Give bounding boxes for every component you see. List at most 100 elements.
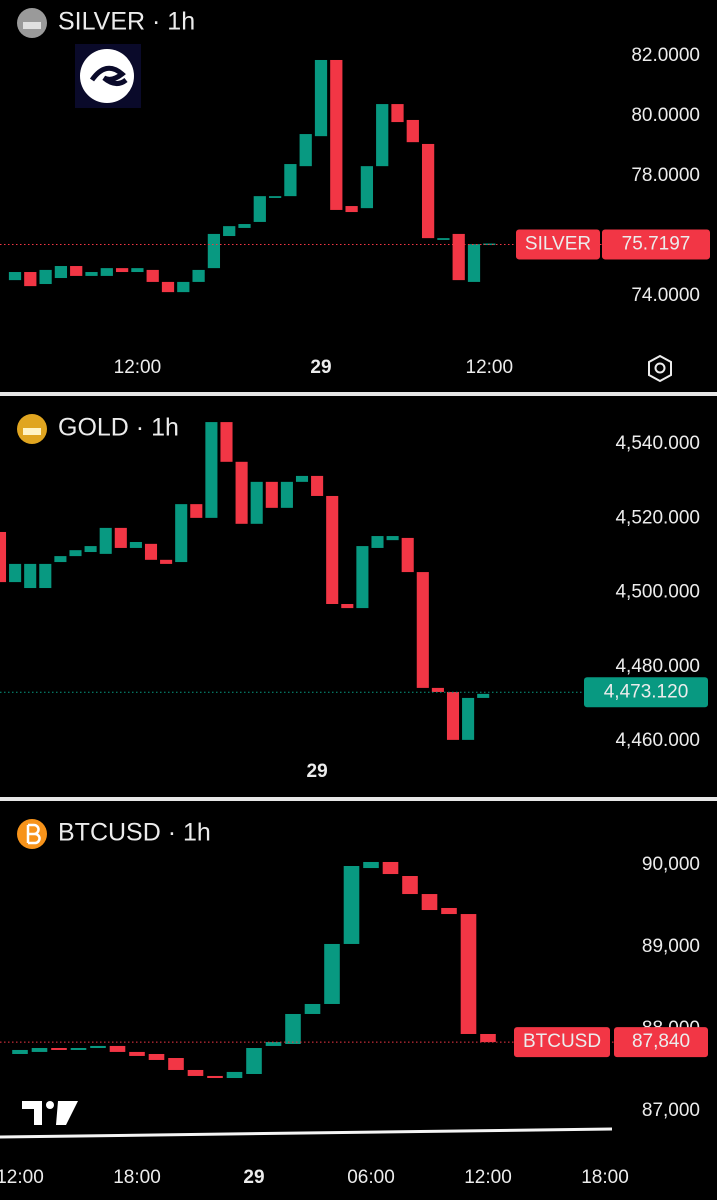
candle (99, 527, 112, 554)
tradingview-logo-dot (46, 1101, 54, 1109)
candle (311, 475, 324, 496)
candle (304, 1003, 321, 1014)
candle (175, 504, 188, 563)
y-tick-label: 80.0000 (631, 105, 700, 126)
x-tick-label: 12:00 (464, 1167, 512, 1188)
x-tick-label: 29 (307, 761, 328, 782)
candle (431, 687, 444, 692)
candle (437, 238, 450, 240)
candle (441, 907, 457, 915)
candle (345, 206, 358, 213)
x-tick-label: 29 (310, 357, 331, 378)
candle (39, 269, 52, 285)
chart-title: BTCUSD · 1h (58, 819, 211, 847)
candle (90, 1045, 106, 1049)
candle (207, 233, 221, 269)
candle (324, 943, 340, 1004)
candle (341, 604, 354, 609)
price-label: 87,840 (632, 1031, 690, 1052)
candle (69, 550, 82, 557)
y-tick-label: 4,480.000 (615, 656, 700, 677)
candle (223, 226, 236, 237)
candle (382, 861, 399, 875)
tradingview-logo-slash (56, 1101, 78, 1125)
candle (235, 461, 248, 524)
y-tick-label: 4,460.000 (615, 730, 700, 751)
price-label-box (614, 1027, 708, 1058)
settings-icon[interactable] (648, 354, 672, 383)
candle (391, 104, 404, 123)
candle (8, 272, 22, 281)
x-tick-label: 18:00 (113, 1167, 161, 1188)
candle (462, 697, 475, 740)
candle (51, 1048, 67, 1050)
price-label: 75.7197 (622, 233, 691, 254)
chart-title: GOLD · 1h (58, 414, 179, 442)
y-tick-label: 90,000 (642, 854, 700, 875)
candle (246, 1048, 262, 1074)
silver-icon-bars (23, 22, 41, 29)
x-tick-label: 29 (243, 1167, 264, 1188)
candle (265, 1042, 282, 1046)
y-tick-label: 4,500.000 (615, 582, 700, 603)
candle (0, 531, 7, 583)
y-tick-label: 4,540.000 (615, 433, 700, 454)
candle (54, 556, 67, 563)
candle (265, 481, 278, 508)
candle (109, 1045, 126, 1052)
candle (376, 104, 389, 167)
candle (70, 1048, 87, 1050)
candle (148, 1053, 165, 1060)
candle (295, 475, 309, 482)
candle (360, 166, 374, 209)
tradingview-logo (22, 1101, 42, 1125)
candle (480, 1033, 496, 1043)
candle (250, 481, 263, 524)
price-tag-box (516, 229, 600, 260)
candle (168, 1058, 184, 1070)
candle (460, 914, 477, 1034)
candle (421, 143, 435, 239)
candle (12, 1049, 28, 1054)
candle (177, 281, 190, 293)
candle (280, 481, 293, 508)
candle (100, 268, 113, 276)
candle (31, 1048, 48, 1052)
panel-separator (0, 797, 717, 801)
candle (161, 281, 175, 293)
y-tick-label: 4,520.000 (615, 507, 700, 528)
settings-icon-center[interactable] (654, 362, 666, 374)
candle (330, 59, 343, 210)
avatar-circle (80, 49, 134, 103)
candle (326, 495, 339, 605)
y-tick-label: 74.0000 (631, 285, 700, 306)
chart-title: SILVER · 1h (58, 8, 195, 36)
candle (115, 268, 129, 273)
y-tick-label: 78.0000 (631, 165, 700, 186)
candle (371, 536, 384, 548)
candle (190, 504, 203, 518)
candle (386, 536, 399, 541)
x-tick-label: 12:00 (466, 357, 514, 378)
gold-icon-bars (23, 428, 41, 435)
candle (24, 272, 37, 287)
candle (192, 269, 205, 282)
candle (144, 543, 158, 560)
candle (187, 1069, 204, 1076)
price-label-box (584, 677, 708, 708)
candle (205, 422, 218, 518)
candle (160, 559, 173, 564)
candle (54, 266, 68, 279)
price-tag: BTCUSD (523, 1031, 601, 1052)
candle (85, 272, 98, 276)
candle (207, 1075, 223, 1079)
candle (401, 537, 414, 573)
y-tick-label: 82.0000 (631, 45, 700, 66)
avatar-glyph (89, 65, 128, 86)
candle (343, 865, 360, 944)
candle (477, 693, 490, 698)
candle (24, 563, 37, 589)
candle (446, 691, 460, 740)
price-tag: SILVER (525, 233, 591, 254)
